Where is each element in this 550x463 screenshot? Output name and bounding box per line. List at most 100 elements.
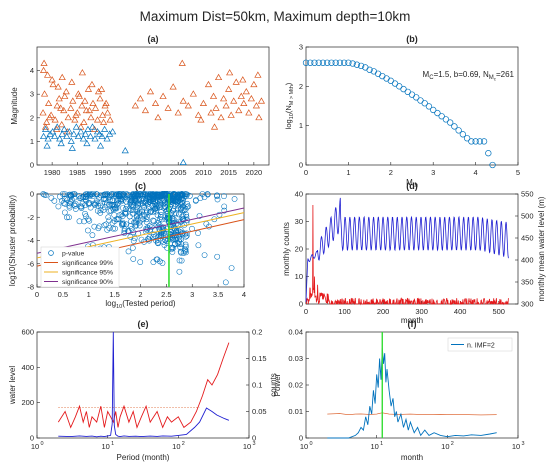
x-tick-label: 10 bbox=[441, 442, 449, 451]
data-point-triangle bbox=[98, 132, 106, 140]
x-tick-label: 0 bbox=[35, 290, 39, 299]
data-point-triangle bbox=[49, 128, 57, 135]
data-point-triangle bbox=[184, 102, 192, 109]
x-tick-exponent: 1 bbox=[111, 441, 114, 447]
y-tick-label: 1 bbox=[30, 137, 34, 146]
data-point-triangle bbox=[197, 116, 205, 123]
pvalue-point bbox=[159, 260, 166, 266]
data-point-circle bbox=[455, 127, 462, 134]
pvalue-point bbox=[216, 211, 223, 218]
data-point-triangle bbox=[100, 125, 109, 132]
data-point-triangle bbox=[242, 87, 250, 95]
pvalue-point bbox=[127, 223, 134, 229]
pvalue-point bbox=[113, 201, 120, 208]
pvalue-point bbox=[177, 227, 184, 233]
data-point-triangle bbox=[151, 99, 160, 106]
data-point-triangle bbox=[235, 106, 243, 114]
pvalue-point bbox=[221, 203, 228, 210]
data-point-triangle bbox=[91, 104, 100, 111]
pvalue-point bbox=[180, 213, 187, 219]
data-point-triangle bbox=[217, 113, 225, 121]
data-point-triangle bbox=[178, 59, 186, 66]
pvalue-point bbox=[87, 193, 93, 199]
data-point-triangle bbox=[58, 120, 66, 128]
data-point-triangle bbox=[86, 132, 95, 140]
pvalue-point bbox=[106, 217, 113, 224]
pvalue-point bbox=[121, 230, 128, 236]
data-point-triangle bbox=[209, 92, 218, 99]
panel-f-ylabel: Power bbox=[273, 373, 282, 396]
pvalue-point bbox=[121, 227, 128, 234]
pvalue-point bbox=[72, 203, 79, 209]
data-point-triangle bbox=[239, 76, 247, 83]
panel-b-frame bbox=[305, 46, 519, 166]
water-level-spectrum-line bbox=[58, 331, 230, 438]
data-point-triangle bbox=[79, 135, 88, 142]
x-tick-label: 500 bbox=[492, 307, 505, 316]
pvalue-point bbox=[128, 203, 135, 209]
pvalue-point bbox=[123, 221, 130, 228]
pvalue-point bbox=[150, 233, 157, 240]
data-point-triangle bbox=[53, 102, 61, 109]
pvalue-point bbox=[182, 233, 189, 240]
pvalue-point bbox=[119, 213, 126, 219]
pvalue-point bbox=[174, 202, 181, 209]
pvalue-point bbox=[201, 252, 208, 258]
data-point-triangle bbox=[227, 111, 235, 118]
data-point-circle bbox=[434, 109, 441, 117]
water-level-line bbox=[305, 197, 509, 302]
panel-a-frame bbox=[36, 46, 270, 166]
pvalue-point bbox=[132, 196, 138, 203]
data-point-circle bbox=[442, 116, 450, 123]
x-tick-label: 400 bbox=[454, 307, 467, 316]
pvalue-point bbox=[137, 259, 144, 265]
x-tick-label: 4 bbox=[242, 290, 246, 299]
data-point-triangle bbox=[63, 132, 71, 140]
data-point-circle bbox=[349, 60, 356, 67]
x-tick-label: 10 bbox=[512, 442, 520, 451]
data-point-triangle bbox=[44, 135, 52, 142]
pvalue-point bbox=[106, 225, 113, 231]
monthly-counts-line bbox=[306, 204, 509, 306]
data-point-circle bbox=[413, 94, 420, 101]
y-right-tick-label: 0.1 bbox=[252, 381, 262, 390]
pvalue-point bbox=[120, 191, 127, 197]
panel-f: (f)10 0 10 1 10 2 10 300.010.020.030.04Powermon… bbox=[273, 319, 525, 462]
panel-a-label: (a) bbox=[148, 34, 159, 44]
pvalue-point bbox=[133, 213, 140, 219]
data-point-triangle bbox=[81, 97, 89, 104]
y-tick-label: 3 bbox=[30, 90, 34, 99]
pvalue-point bbox=[221, 207, 228, 214]
data-point-triangle bbox=[93, 116, 102, 123]
pvalue-point bbox=[48, 195, 55, 201]
x-tick-exponent: 1 bbox=[380, 441, 383, 447]
pvalue-point bbox=[97, 210, 104, 216]
data-point-circle bbox=[345, 59, 352, 66]
pvalue-point bbox=[183, 249, 189, 256]
pvalue-point bbox=[66, 214, 72, 221]
pvalue-point bbox=[177, 191, 184, 198]
pvalue-point bbox=[126, 213, 133, 220]
legend-entry: significance 90% bbox=[62, 279, 113, 286]
data-point-triangle bbox=[83, 139, 91, 147]
data-point-triangle bbox=[169, 83, 177, 90]
pvalue-point bbox=[214, 192, 220, 199]
data-point-circle bbox=[387, 77, 394, 84]
pvalue-point bbox=[147, 226, 154, 233]
data-point-triangle bbox=[67, 104, 75, 111]
x-tick-label: 10 bbox=[243, 442, 251, 451]
pvalue-point bbox=[152, 191, 159, 198]
pvalue-point bbox=[180, 250, 187, 256]
x-tick-exponent: 2 bbox=[182, 441, 185, 447]
pvalue-point bbox=[145, 236, 152, 243]
legend-marker bbox=[48, 250, 54, 256]
data-point-triangle bbox=[51, 116, 59, 123]
pvalue-point bbox=[135, 191, 142, 197]
data-point-triangle bbox=[220, 95, 228, 102]
data-point-triangle bbox=[87, 113, 95, 121]
pvalue-point bbox=[177, 205, 184, 212]
data-point-triangle bbox=[49, 80, 57, 88]
pvalue-point bbox=[66, 204, 73, 211]
pvalue-point bbox=[152, 206, 159, 212]
data-point-circle bbox=[400, 85, 407, 93]
